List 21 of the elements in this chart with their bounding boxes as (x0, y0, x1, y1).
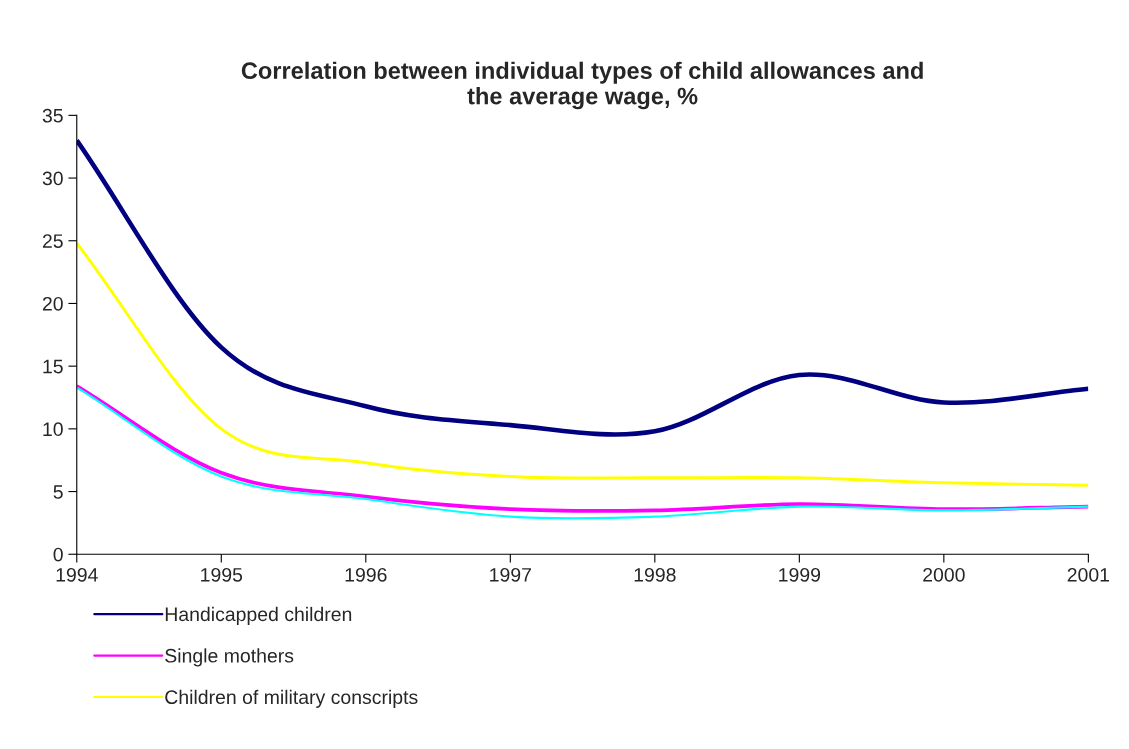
legend-label: Handicapped children (165, 606, 352, 625)
y-tick-label: 25 (42, 234, 63, 248)
x-tick-label: 1999 (779, 567, 821, 582)
line-series (76, 241, 1089, 487)
legend-label: Single mothers (165, 648, 294, 667)
y-tick-label: 0 (53, 547, 63, 562)
legend-label: Children of military conscripts (165, 689, 418, 708)
x-tick-label: 1994 (56, 567, 98, 582)
y-tick-label: 15 (43, 359, 63, 374)
x-tick-label: 1996 (345, 567, 387, 582)
y-tick-label: 20 (42, 296, 63, 311)
x-tick-label: 2000 (923, 567, 965, 582)
y-tick-label: 5 (53, 485, 63, 499)
y-tick-label: 10 (43, 422, 63, 437)
y-tick-label: 35 (42, 108, 63, 123)
x-tick-label: 2001 (1067, 567, 1110, 582)
x-tick-label: 1997 (490, 567, 531, 582)
chart-title: Correlation between individual types of child allowances and the average wage, % (241, 61, 923, 110)
x-tick-label: 1998 (634, 567, 676, 582)
x-tick-label: 1995 (201, 567, 243, 582)
y-tick-label: 30 (42, 171, 63, 186)
